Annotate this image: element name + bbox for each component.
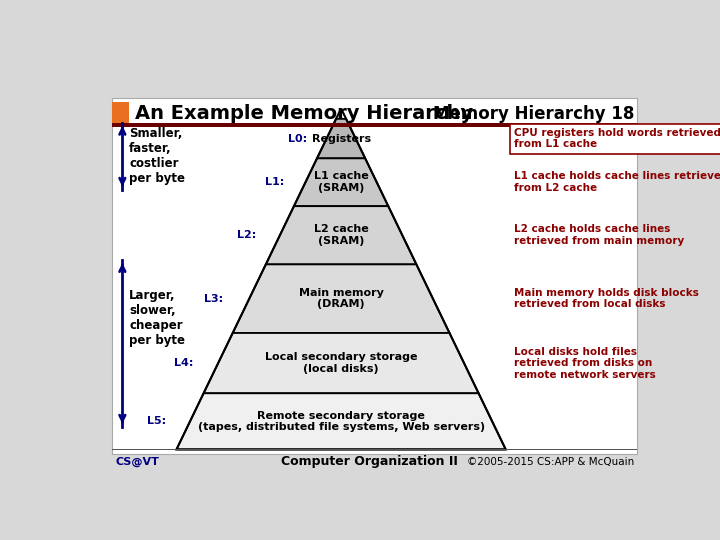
- Text: Main memory holds disk blocks
retrieved from local disks: Main memory holds disk blocks retrieved …: [514, 288, 699, 309]
- Text: Computer Organization II: Computer Organization II: [281, 455, 457, 468]
- Polygon shape: [176, 393, 505, 449]
- Text: L2 cache
(SRAM): L2 cache (SRAM): [314, 225, 369, 246]
- Text: ©2005-2015 CS:APP & McQuain: ©2005-2015 CS:APP & McQuain: [467, 457, 634, 467]
- Text: L3:: L3:: [204, 294, 222, 303]
- Text: Main memory
(DRAM): Main memory (DRAM): [299, 288, 384, 309]
- Text: Registers: Registers: [312, 133, 371, 144]
- Text: Memory Hierarchy 18: Memory Hierarchy 18: [433, 105, 634, 123]
- Polygon shape: [233, 265, 449, 333]
- Text: L0:: L0:: [288, 133, 307, 144]
- Text: Local disks hold files
retrieved from disks on
remote network servers: Local disks hold files retrieved from di…: [514, 347, 656, 380]
- Text: L1 cache
(SRAM): L1 cache (SRAM): [314, 172, 369, 193]
- Polygon shape: [317, 119, 365, 158]
- Polygon shape: [204, 333, 479, 393]
- Text: L1:: L1:: [265, 177, 284, 187]
- Text: L2 cache holds cache lines
retrieved from main memory: L2 cache holds cache lines retrieved fro…: [514, 225, 684, 246]
- Text: An Example Memory Hierarchy: An Example Memory Hierarchy: [135, 104, 473, 123]
- Text: L4:: L4:: [174, 358, 194, 368]
- Text: Smaller,
faster,
costlier
per byte: Smaller, faster, costlier per byte: [129, 127, 185, 185]
- Text: CS@VT: CS@VT: [115, 457, 159, 467]
- Bar: [112, 123, 636, 127]
- Text: L1 cache holds cache lines retrieved
from L2 cache: L1 cache holds cache lines retrieved fro…: [514, 172, 720, 193]
- Polygon shape: [266, 206, 416, 265]
- Text: Local secondary storage
(local disks): Local secondary storage (local disks): [265, 352, 418, 374]
- Text: Larger,
slower,
cheaper
per byte: Larger, slower, cheaper per byte: [129, 289, 185, 347]
- Text: Remote secondary storage
(tapes, distributed file systems, Web servers): Remote secondary storage (tapes, distrib…: [197, 410, 485, 432]
- Bar: [112, 449, 636, 450]
- Text: L5:: L5:: [148, 416, 166, 427]
- Bar: [112, 102, 129, 125]
- Bar: [112, 98, 636, 454]
- Polygon shape: [294, 158, 388, 206]
- Text: L2:: L2:: [237, 230, 256, 240]
- Text: CPU registers hold words retrieved
from L1 cache: CPU registers hold words retrieved from …: [514, 128, 720, 150]
